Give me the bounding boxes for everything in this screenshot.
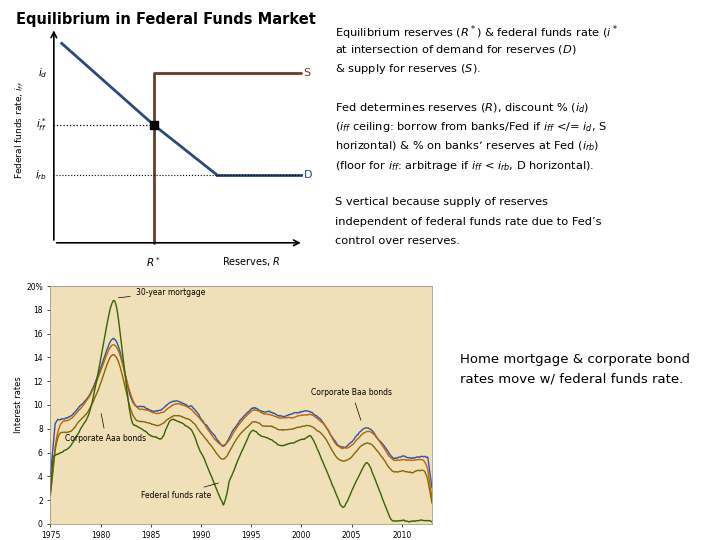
Text: Equilibrium in Federal Funds Market: Equilibrium in Federal Funds Market [16,12,315,27]
Text: 30-year mortgage: 30-year mortgage [118,287,205,298]
Text: D: D [304,170,312,180]
Text: horizontal) & % on banks’ reserves at Fed ($i_{rb}$): horizontal) & % on banks’ reserves at Fe… [335,139,599,153]
Text: control over reserves.: control over reserves. [335,236,460,246]
Text: Fed determines reserves ($R$), discount % ($i_d$): Fed determines reserves ($R$), discount … [335,101,589,114]
Text: at intersection of demand for reserves ($D$): at intersection of demand for reserves (… [335,43,577,56]
Text: $R^*$: $R^*$ [146,255,161,269]
Text: & supply for reserves ($S$).: & supply for reserves ($S$). [335,63,481,76]
Text: (floor for $i_{ff}$: arbitrage if $i_{ff}$ < $i_{rb}$, D horizontal).: (floor for $i_{ff}$: arbitrage if $i_{ff… [335,159,594,173]
Text: independent of federal funds rate due to Fed’s: independent of federal funds rate due to… [335,217,601,227]
Text: $i_d$: $i_d$ [37,66,48,80]
Text: S: S [304,68,311,78]
Text: Corporate Baa bonds: Corporate Baa bonds [312,388,392,420]
Text: Home mortgage & corporate bond
rates move w/ federal funds rate.: Home mortgage & corporate bond rates mov… [459,353,690,386]
Text: Federal funds rate, $i_{ff}$: Federal funds rate, $i_{ff}$ [14,80,26,179]
Text: ($i_{ff}$ ceiling: borrow from banks/Fed if $i_{ff}$ </= $i_d$, S: ($i_{ff}$ ceiling: borrow from banks/Fed… [335,120,607,134]
Text: S vertical because supply of reserves: S vertical because supply of reserves [335,198,548,207]
Text: Corporate Aaa bonds: Corporate Aaa bonds [66,414,147,443]
Text: $i_{rb}$: $i_{rb}$ [35,168,48,182]
Text: Reserves, $R$: Reserves, $R$ [222,255,281,268]
Text: Federal funds rate: Federal funds rate [141,483,218,500]
Text: $i^*_{ff}$: $i^*_{ff}$ [37,117,48,133]
Y-axis label: Interest rates: Interest rates [14,376,23,434]
Text: Equilibrium reserves ($R^*$) & federal funds rate ($i^*$: Equilibrium reserves ($R^*$) & federal f… [335,24,618,43]
